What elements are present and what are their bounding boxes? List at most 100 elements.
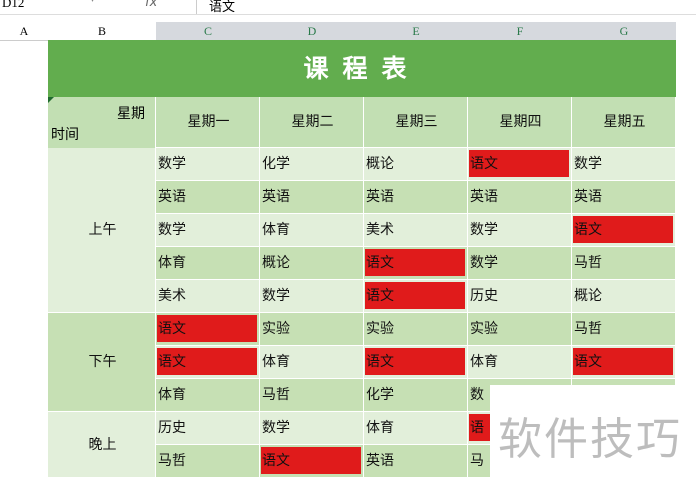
cell-text: 化学 <box>366 387 394 403</box>
schedule-cell[interactable]: 语文 <box>364 247 468 280</box>
day-header[interactable]: 星期二 <box>260 97 364 148</box>
schedule-cell[interactable]: 马哲 <box>156 445 260 478</box>
cell-text: 实验 <box>470 321 498 337</box>
cell-text: 星期二 <box>291 114 334 130</box>
schedule-cell[interactable]: 语文 <box>364 280 468 313</box>
schedule-cell[interactable]: 数学 <box>572 148 676 181</box>
cell-text: 数学 <box>574 156 602 172</box>
cell-text: 化学 <box>262 156 290 172</box>
cell-text: 语文 <box>261 447 361 474</box>
schedule-cell[interactable]: 语文 <box>572 346 676 379</box>
schedule-cell[interactable]: 实验 <box>260 313 364 346</box>
schedule-cell[interactable]: 数学 <box>156 214 260 247</box>
schedule-cell[interactable]: 数学 <box>260 412 364 445</box>
schedule-cell[interactable]: 体育 <box>468 346 572 379</box>
day-header[interactable]: 星期三 <box>364 97 468 148</box>
cell-text: 概论 <box>574 288 602 304</box>
cell-text: 英语 <box>262 189 290 205</box>
watermark: 软件技巧 <box>490 385 696 491</box>
schedule-cell[interactable]: 语文 <box>156 346 260 379</box>
cell-text: 英语 <box>158 189 186 205</box>
schedule-cell[interactable]: 体育 <box>260 214 364 247</box>
chevron-down-icon[interactable]: ▾ <box>90 0 95 5</box>
column-header-E[interactable]: E <box>364 22 468 42</box>
period-cell[interactable]: 下午 <box>48 313 156 412</box>
sheet-title[interactable]: 课程表 <box>48 40 676 97</box>
day-header[interactable]: 星期五 <box>572 97 676 148</box>
cell-text: 历史 <box>158 420 186 436</box>
cell-text: 英语 <box>366 453 394 469</box>
cell-text: 马 <box>470 453 484 469</box>
schedule-cell[interactable]: 英语 <box>156 181 260 214</box>
schedule-cell[interactable]: 体育 <box>260 346 364 379</box>
period-cell[interactable]: 上午 <box>48 148 156 313</box>
schedule-cell[interactable]: 语文 <box>468 148 572 181</box>
cell-text: 语文 <box>365 348 465 375</box>
schedule-cell[interactable]: 概论 <box>572 280 676 313</box>
schedule-cell[interactable]: 体育 <box>156 379 260 412</box>
cell-text: 数学 <box>158 222 186 238</box>
schedule-cell[interactable]: 语文 <box>260 445 364 478</box>
schedule-cell[interactable]: 化学 <box>260 148 364 181</box>
schedule-cell[interactable]: 体育 <box>364 412 468 445</box>
cell-text: 数学 <box>158 156 186 172</box>
cell-text: 美术 <box>366 222 394 238</box>
schedule-cell[interactable]: 英语 <box>260 181 364 214</box>
schedule-cell[interactable]: 数学 <box>260 280 364 313</box>
name-box[interactable]: D12 <box>2 0 25 10</box>
cell-text: 数学 <box>470 222 498 238</box>
column-header-B[interactable]: B <box>48 22 156 41</box>
schedule-cell[interactable]: 概论 <box>364 148 468 181</box>
schedule-cell[interactable]: 英语 <box>364 445 468 478</box>
column-header-G[interactable]: G <box>572 22 676 42</box>
schedule-cell[interactable]: 语文 <box>156 313 260 346</box>
cell-text: 体育 <box>366 420 394 436</box>
schedule-cell[interactable]: 数学 <box>156 148 260 181</box>
cell-text: 数学 <box>470 255 498 271</box>
formula-bar: D12 ▾ fx 语文 <box>0 0 696 15</box>
cell-text: 语文 <box>573 348 673 375</box>
schedule-cell[interactable]: 美术 <box>156 280 260 313</box>
cell-text: 英语 <box>574 189 602 205</box>
fx-icon[interactable]: fx <box>145 0 158 10</box>
cell-text: 体育 <box>158 255 186 271</box>
schedule-cell[interactable]: 美术 <box>364 214 468 247</box>
schedule-cell[interactable]: 化学 <box>364 379 468 412</box>
cell-text: 星期四 <box>499 114 542 130</box>
corner-day-label: 星期 <box>117 106 145 122</box>
corner-header-cell[interactable]: 星期 时间 <box>48 97 156 148</box>
schedule-cell[interactable]: 数学 <box>468 214 572 247</box>
cell-text: 语文 <box>157 315 257 342</box>
schedule-cell[interactable]: 历史 <box>468 280 572 313</box>
cell-text: 概论 <box>262 255 290 271</box>
day-header[interactable]: 星期四 <box>468 97 572 148</box>
schedule-cell[interactable]: 语文 <box>572 214 676 247</box>
schedule-cell[interactable]: 马哲 <box>572 247 676 280</box>
schedule-cell[interactable]: 马哲 <box>572 313 676 346</box>
column-header-C[interactable]: C <box>156 22 260 42</box>
schedule-cell[interactable]: 实验 <box>364 313 468 346</box>
schedule-cell[interactable]: 体育 <box>156 247 260 280</box>
cell-text: 英语 <box>366 189 394 205</box>
cell-text: 历史 <box>470 288 498 304</box>
schedule-cell[interactable]: 英语 <box>572 181 676 214</box>
day-header[interactable]: 星期一 <box>156 97 260 148</box>
cell-text: 下午 <box>88 354 117 370</box>
cell-text: 体育 <box>470 354 498 370</box>
schedule-cell[interactable]: 语文 <box>364 346 468 379</box>
column-header-F[interactable]: F <box>468 22 572 42</box>
schedule-cell[interactable]: 马哲 <box>260 379 364 412</box>
schedule-cell[interactable]: 英语 <box>468 181 572 214</box>
cell-text: 马哲 <box>574 255 602 271</box>
formula-input[interactable]: 语文 <box>196 0 235 14</box>
period-cell[interactable]: 晚上 <box>48 412 156 478</box>
schedule-cell[interactable]: 英语 <box>364 181 468 214</box>
schedule-cell[interactable]: 实验 <box>468 313 572 346</box>
column-header-D[interactable]: D <box>260 22 364 42</box>
cell-text: 美术 <box>158 288 186 304</box>
schedule-cell[interactable]: 概论 <box>260 247 364 280</box>
column-header-A[interactable]: A <box>0 22 48 41</box>
comment-marker <box>48 97 54 103</box>
schedule-cell[interactable]: 历史 <box>156 412 260 445</box>
schedule-cell[interactable]: 数学 <box>468 247 572 280</box>
